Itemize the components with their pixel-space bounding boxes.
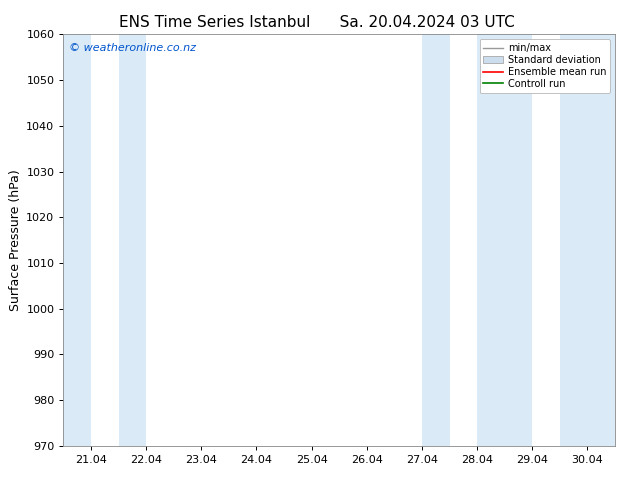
- Text: ENS Time Series Istanbul      Sa. 20.04.2024 03 UTC: ENS Time Series Istanbul Sa. 20.04.2024 …: [119, 15, 515, 30]
- Bar: [119, 34, 146, 446]
- Bar: [63, 34, 91, 446]
- Bar: [477, 34, 533, 446]
- Text: © weatheronline.co.nz: © weatheronline.co.nz: [69, 43, 196, 52]
- Legend: min/max, Standard deviation, Ensemble mean run, Controll run: min/max, Standard deviation, Ensemble me…: [479, 39, 610, 93]
- Bar: [588, 34, 615, 446]
- Bar: [560, 34, 588, 446]
- Y-axis label: Surface Pressure (hPa): Surface Pressure (hPa): [9, 169, 22, 311]
- Bar: [422, 34, 450, 446]
